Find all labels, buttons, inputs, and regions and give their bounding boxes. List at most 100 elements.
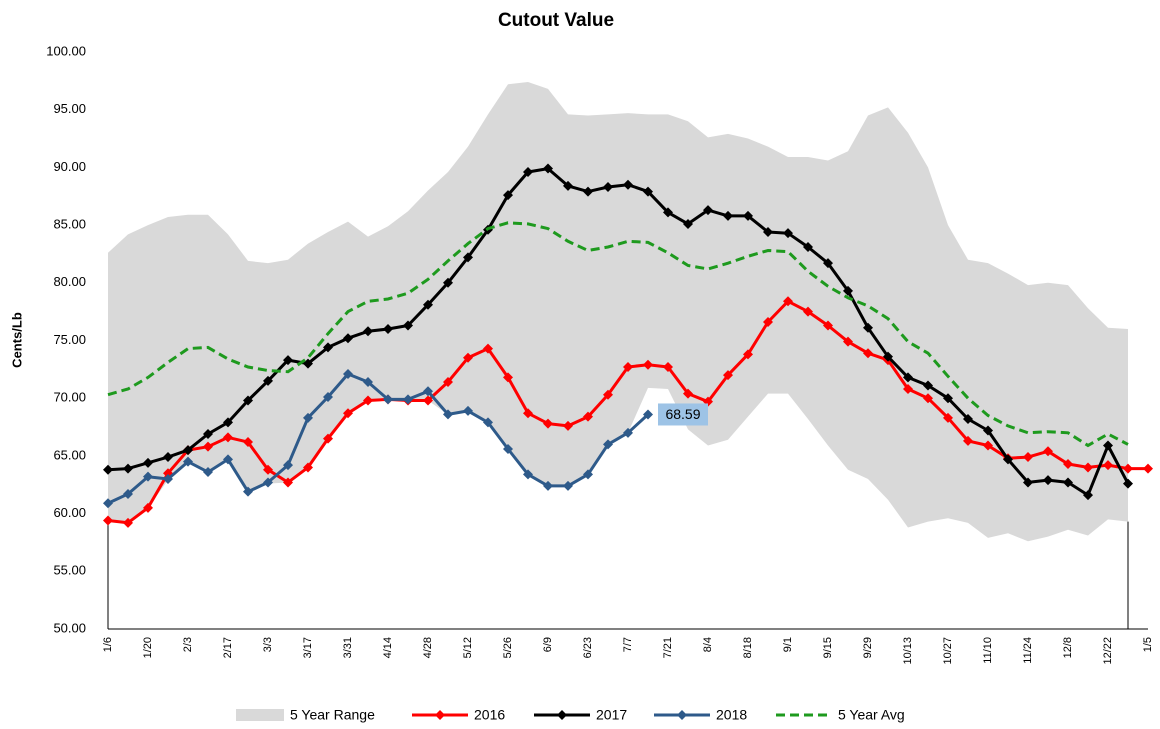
point-marker [403,394,413,405]
legend-item: 5 Year Range [236,707,375,723]
point-marker [1083,462,1093,473]
series-line [107,372,650,505]
point-marker [623,427,633,438]
x-tick-label: 3/17 [302,637,314,658]
point-marker [823,320,833,331]
x-tick-label: 12/22 [1102,637,1114,665]
x-tick-label: 8/18 [742,637,754,658]
point-marker [903,372,913,383]
legend-label: 5 Year Avg [838,707,905,723]
x-tick-label: 2/17 [222,637,234,658]
point-marker [203,428,213,439]
point-marker [643,186,653,197]
point-marker [503,190,513,201]
legend-item: 5 Year Avg [776,707,905,723]
point-marker [543,418,553,429]
point-marker [1063,458,1073,469]
point-marker [563,420,573,431]
point-marker [903,383,913,394]
point-marker [323,342,333,353]
legend-label: 5 Year Range [290,707,375,723]
point-marker [623,362,633,373]
point-marker [243,395,253,406]
point-marker [343,408,353,419]
point-marker [603,439,613,450]
x-tick-label: 1/6 [102,637,114,652]
y-tick-label: 70.00 [53,390,86,405]
point-marker [103,515,113,526]
point-marker [823,258,833,269]
point-marker [123,463,133,474]
x-tick-label: 7/7 [622,637,634,652]
point-marker [163,473,173,484]
point-marker [423,395,433,406]
point-marker [263,464,273,475]
x-tick-label: 5/12 [462,637,474,658]
point-marker [743,210,753,221]
x-tick-label: 12/8 [1062,637,1074,658]
point-marker [123,488,133,499]
point-marker [783,228,793,239]
point-marker [123,517,133,528]
point-marker [1123,478,1133,489]
point-marker [523,167,533,178]
legend-item: 2018 [654,707,747,723]
point-marker [143,457,153,468]
legend-label: 2018 [716,707,747,723]
legend-item: 2016 [412,707,505,723]
y-tick-label: 95.00 [53,101,86,116]
point-marker [423,386,433,397]
x-tick-label: 4/14 [382,637,394,658]
point-marker [1103,440,1113,451]
y-tick-label: 65.00 [53,447,86,462]
point-marker [263,477,273,488]
point-marker [983,425,993,436]
point-marker [463,352,473,363]
point-marker [723,210,733,221]
point-marker [723,370,733,381]
point-marker [523,469,533,480]
point-marker [243,486,253,497]
point-marker [323,392,333,403]
point-marker [963,435,973,446]
point-marker [323,433,333,444]
point-marker [963,413,973,424]
point-marker [483,417,493,428]
point-marker [143,502,153,513]
point-marker [763,317,773,328]
x-tick-label: 9/15 [822,637,834,658]
point-marker [863,322,873,333]
point-marker [223,454,233,465]
legend-marker [557,710,567,720]
point-marker [563,180,573,191]
x-tick-label: 5/26 [502,637,514,658]
point-marker [463,405,473,416]
point-marker [643,359,653,370]
point-marker [883,351,893,362]
point-marker [443,277,453,288]
point-marker [203,441,213,452]
legend-marker [677,710,687,720]
point-marker [563,480,573,491]
point-marker [223,432,233,443]
point-marker [663,207,673,218]
point-marker [363,377,373,388]
point-marker [943,393,953,404]
point-marker [783,296,793,307]
point-marker [683,218,693,229]
point-marker [283,460,293,471]
point-marker [103,498,113,509]
x-tick-label: 8/4 [702,637,714,652]
point-marker [643,409,653,420]
y-tick-label: 55.00 [53,563,86,578]
point-marker [363,395,373,406]
point-marker [383,394,393,405]
point-marker [283,477,293,488]
point-marker [1063,477,1073,488]
x-tick-label: 2/3 [182,637,194,652]
point-marker [343,368,353,379]
point-marker [463,252,473,263]
point-marker [1103,460,1113,471]
range-area [108,82,1128,542]
